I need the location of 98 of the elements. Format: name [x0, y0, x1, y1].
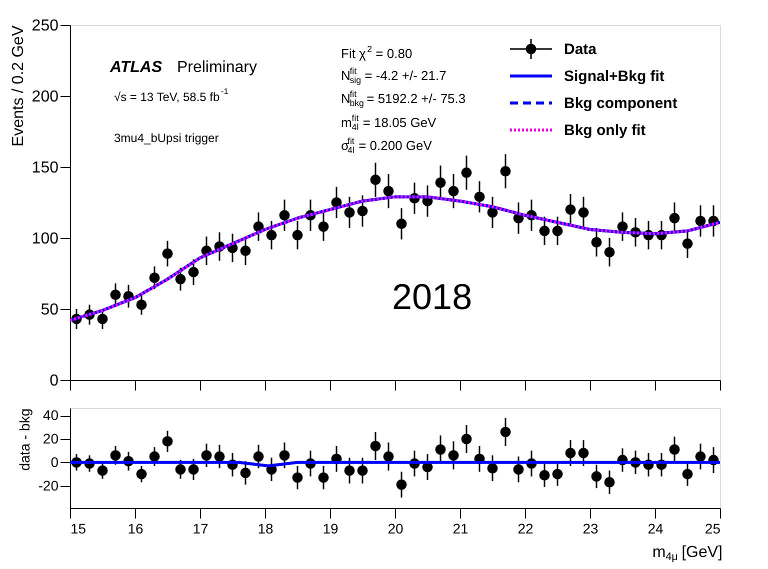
point	[682, 238, 693, 249]
x-tick-label: 15	[70, 520, 86, 536]
point	[669, 212, 680, 224]
point	[266, 230, 277, 240]
point	[448, 186, 459, 196]
x-tick-label: 22	[518, 520, 534, 536]
point	[279, 210, 290, 221]
point	[487, 463, 498, 474]
point	[110, 450, 121, 461]
point	[175, 274, 186, 284]
point	[97, 465, 108, 476]
point	[604, 246, 615, 258]
y-tick-label: 150	[32, 160, 59, 176]
point	[357, 206, 368, 216]
point	[383, 186, 394, 196]
y-tick-label: 0	[50, 372, 59, 390]
point	[565, 204, 576, 215]
point	[617, 221, 628, 232]
point	[448, 450, 459, 461]
legend-label: Bkg only fit	[564, 122, 646, 139]
point	[396, 479, 407, 490]
x-tick-label: 21	[452, 520, 468, 536]
y-tick-label: 40	[42, 407, 59, 424]
point	[565, 448, 576, 458]
point	[669, 444, 680, 455]
point	[682, 468, 693, 480]
point	[240, 468, 251, 478]
x-tick-label: 24	[648, 520, 664, 536]
y-tick-label: 0	[50, 454, 59, 470]
point	[97, 314, 108, 324]
point	[188, 266, 199, 278]
point	[487, 207, 498, 218]
annotation: ATLAS Preliminary	[109, 59, 257, 76]
point	[136, 468, 147, 480]
point	[591, 237, 602, 248]
x-tick-label: 23	[582, 520, 598, 536]
point	[539, 470, 550, 480]
x-tick-label: 20	[388, 520, 404, 536]
point	[552, 226, 563, 236]
legend-label: Bkg component	[564, 95, 678, 112]
x-tick-label: 16	[128, 520, 144, 536]
point	[318, 221, 329, 232]
point	[578, 207, 589, 218]
point	[344, 207, 355, 218]
annotation: 2018	[392, 276, 472, 317]
point	[435, 177, 446, 188]
point	[461, 434, 472, 444]
point	[188, 464, 199, 475]
annotation: 3mu4_bUpsi trigger	[114, 131, 219, 145]
point	[175, 464, 186, 475]
point	[110, 290, 121, 300]
y-tick-label: -20	[38, 477, 59, 494]
point	[318, 472, 329, 483]
point	[149, 272, 160, 283]
point	[370, 440, 381, 452]
legend-label: Data	[564, 41, 598, 58]
point	[149, 451, 160, 462]
point	[253, 451, 264, 462]
point	[292, 230, 303, 240]
point	[513, 464, 524, 475]
point	[279, 450, 290, 461]
y-tick-label: 100	[32, 230, 59, 248]
x-tick-label: 25	[704, 520, 721, 536]
point	[695, 216, 706, 226]
point	[201, 450, 212, 461]
point	[162, 436, 173, 447]
point	[370, 174, 381, 186]
point	[578, 448, 589, 458]
x-tick-label: 17	[192, 520, 208, 536]
point	[591, 471, 602, 482]
point	[383, 451, 394, 462]
point	[396, 218, 407, 230]
point	[500, 166, 511, 176]
y-axis-title: data - bkg	[16, 408, 32, 471]
y-tick-label: 200	[32, 88, 59, 106]
point	[214, 451, 225, 462]
y-tick-label: 20	[42, 430, 59, 446]
legend-label: Signal+Bkg fit	[564, 68, 664, 85]
point	[604, 477, 615, 488]
y-tick-label: 50	[40, 302, 59, 318]
x-tick-label: 18	[258, 520, 274, 536]
point	[253, 221, 264, 232]
point	[162, 248, 173, 259]
point	[357, 465, 368, 476]
point	[461, 167, 472, 178]
point	[136, 300, 147, 310]
point	[240, 246, 251, 256]
point	[474, 192, 485, 202]
point	[344, 465, 355, 476]
point	[435, 444, 446, 455]
point	[695, 451, 706, 462]
point	[552, 468, 563, 480]
point	[500, 426, 511, 438]
point	[539, 226, 550, 236]
x-tick-label: 19	[322, 520, 338, 536]
y-tick-label: 250	[32, 18, 59, 34]
point	[292, 472, 303, 483]
y-axis-title: Events / 0.2 GeV	[10, 25, 27, 146]
